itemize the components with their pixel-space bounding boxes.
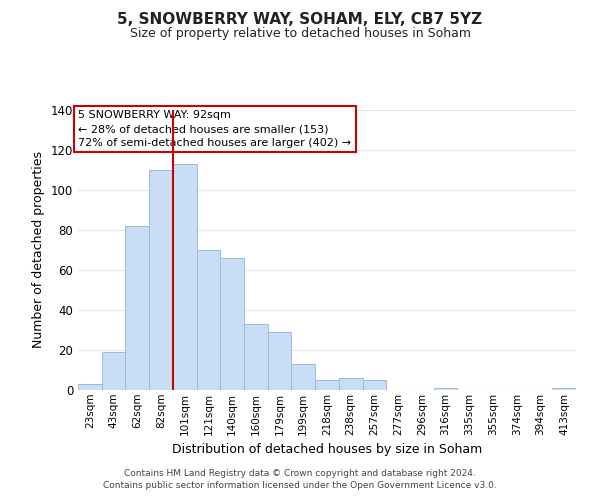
Text: Size of property relative to detached houses in Soham: Size of property relative to detached ho… [130,28,470,40]
Text: 5, SNOWBERRY WAY, SOHAM, ELY, CB7 5YZ: 5, SNOWBERRY WAY, SOHAM, ELY, CB7 5YZ [118,12,482,28]
Bar [125,226,149,390]
Bar [149,170,173,390]
Bar [362,380,386,390]
Y-axis label: Number of detached properties: Number of detached properties [32,152,45,348]
Bar [292,364,315,390]
Bar [173,164,197,390]
Text: 5 SNOWBERRY WAY: 92sqm
← 28% of detached houses are smaller (153)
72% of semi-de: 5 SNOWBERRY WAY: 92sqm ← 28% of detached… [78,110,351,148]
Bar [102,352,125,390]
Bar [197,250,220,390]
Bar [434,388,457,390]
Bar [244,324,268,390]
Bar [552,388,576,390]
Text: Contains public sector information licensed under the Open Government Licence v3: Contains public sector information licen… [103,481,497,490]
X-axis label: Distribution of detached houses by size in Soham: Distribution of detached houses by size … [172,443,482,456]
Bar [78,384,102,390]
Bar [220,258,244,390]
Bar [268,332,292,390]
Bar [339,378,362,390]
Text: Contains HM Land Registry data © Crown copyright and database right 2024.: Contains HM Land Registry data © Crown c… [124,468,476,477]
Bar [315,380,339,390]
